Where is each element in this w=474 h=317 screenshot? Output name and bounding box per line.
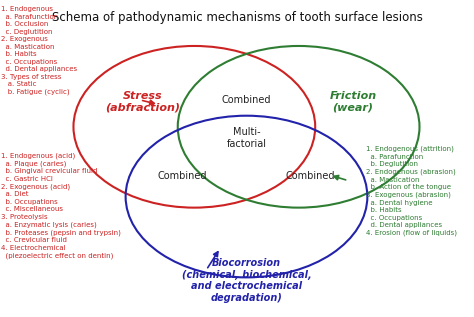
Text: Stress
(abfraction): Stress (abfraction) [105,91,180,112]
Text: 1. Endogenous
  a. Parafunction
  b. Occlusion
  c. Deglutition
2. Exogenous
  a: 1. Endogenous a. Parafunction b. Occlusi… [1,6,77,95]
Text: Biocorrosion
(chemical, biochemical,
and electrochemical
degradation): Biocorrosion (chemical, biochemical, and… [182,258,311,303]
Text: Combined: Combined [222,95,271,105]
Text: Friction
(wear): Friction (wear) [329,91,377,112]
Text: Combined: Combined [286,171,335,181]
Text: Combined: Combined [158,171,207,181]
Text: Schema of pathodynamic mechanisms of tooth surface lesions: Schema of pathodynamic mechanisms of too… [52,11,422,24]
Text: Multi-
factorial: Multi- factorial [227,127,266,149]
Text: 1. Endogenous (attrition)
  a. Parafunction
  b. Deglutition
2. Endogenous (abra: 1. Endogenous (attrition) a. Parafunctio… [366,146,457,236]
Text: 1. Endogenous (acid)
  a. Plaque (caries)
  b. Gingival crevicular fluid
  c. Ga: 1. Endogenous (acid) a. Plaque (caries) … [1,152,121,259]
